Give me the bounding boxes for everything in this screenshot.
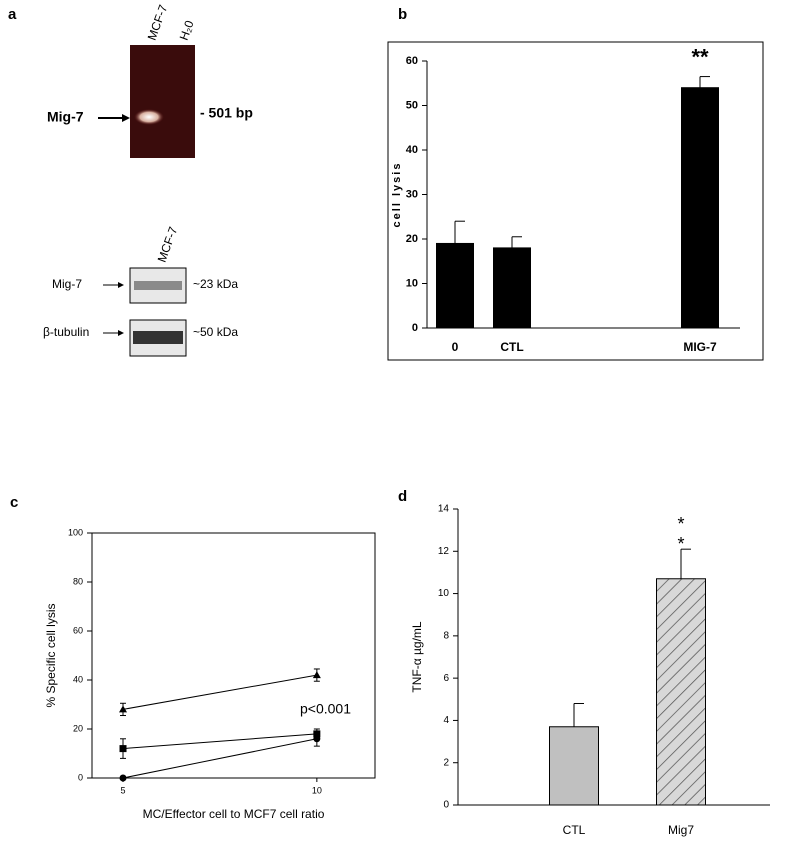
- band-size: - 501 bp: [200, 105, 253, 121]
- marker: [119, 774, 127, 782]
- blot-size: ~50 kDa: [193, 325, 238, 339]
- y-tick-label: 14: [438, 504, 450, 515]
- y-tick-label: 4: [443, 715, 449, 726]
- panel-label: a: [8, 6, 17, 23]
- bar: [549, 726, 599, 806]
- y-tick-label: 40: [73, 674, 83, 684]
- marker: [119, 745, 127, 753]
- y-tick-label: 60: [73, 625, 83, 635]
- blot-band: [134, 281, 182, 290]
- blot-label: Mig-7: [52, 277, 82, 291]
- y-axis-label: % Specific cell lysis: [44, 603, 58, 707]
- marker: [119, 705, 128, 713]
- y-tick-label: 20: [73, 723, 83, 733]
- y-tick-label: 6: [443, 673, 449, 684]
- gel-band: [134, 109, 164, 125]
- y-tick-label: 50: [406, 99, 418, 111]
- y-tick-label: 10: [438, 588, 450, 599]
- y-tick-label: 0: [412, 322, 418, 334]
- annotation: *: [677, 534, 684, 554]
- x-tick-label: CTL: [500, 340, 523, 354]
- plot-frame: [91, 532, 376, 779]
- line: [122, 674, 317, 710]
- arrow-head: [118, 330, 124, 336]
- annotation: p<0.001: [300, 701, 351, 717]
- x-tick-label: 5: [121, 785, 126, 795]
- blot-label: β-tubulin: [43, 325, 89, 339]
- y-tick-label: 40: [406, 144, 418, 156]
- marker: [313, 735, 321, 743]
- x-axis-label: MC/Effector cell to MCF7 cell ratio: [143, 807, 325, 821]
- bar: [493, 247, 531, 329]
- panel-label: d: [398, 488, 407, 505]
- marker: [312, 671, 321, 679]
- bar: [656, 578, 706, 806]
- line: [122, 738, 317, 779]
- annotation: *: [677, 514, 684, 534]
- x-tick-label: Mig7: [668, 823, 694, 837]
- panel-label: c: [10, 494, 18, 511]
- y-axis-label: TNF-α µg/mL: [410, 621, 424, 693]
- x-tick-label: 10: [312, 785, 322, 795]
- arrow-head: [122, 114, 130, 122]
- lane-label: MCF-7: [155, 225, 181, 265]
- x-tick-label: 0: [452, 340, 459, 354]
- y-tick-label: 10: [406, 277, 418, 289]
- gel-image: [130, 45, 195, 158]
- arrow-head: [118, 282, 124, 288]
- bar: [436, 242, 474, 329]
- blot-band: [133, 331, 183, 344]
- annotation: **: [691, 44, 709, 69]
- x-tick-label: MIG-7: [683, 340, 717, 354]
- y-tick-label: 60: [406, 55, 418, 67]
- blot-size: ~23 kDa: [193, 277, 238, 291]
- y-tick-label: 8: [443, 630, 449, 641]
- y-tick-label: 0: [78, 772, 83, 782]
- y-tick-label: 0: [443, 800, 449, 811]
- panel-label: b: [398, 6, 407, 23]
- lane-label: MCF-7: [145, 3, 171, 43]
- line: [122, 733, 317, 750]
- y-tick-label: 30: [406, 188, 418, 200]
- y-tick-label: 100: [68, 527, 83, 537]
- x-tick-label: CTL: [563, 823, 586, 837]
- y-tick-label: 20: [406, 233, 418, 245]
- band-label: Mig-7: [47, 109, 84, 125]
- panel-frame: [387, 41, 764, 361]
- y-tick-label: 2: [443, 757, 449, 768]
- lane-label: H₂0: [177, 18, 197, 42]
- bar: [681, 87, 719, 329]
- y-tick-label: 80: [73, 576, 83, 586]
- y-tick-label: 12: [438, 546, 450, 557]
- y-axis-label: cell lysis: [391, 162, 403, 228]
